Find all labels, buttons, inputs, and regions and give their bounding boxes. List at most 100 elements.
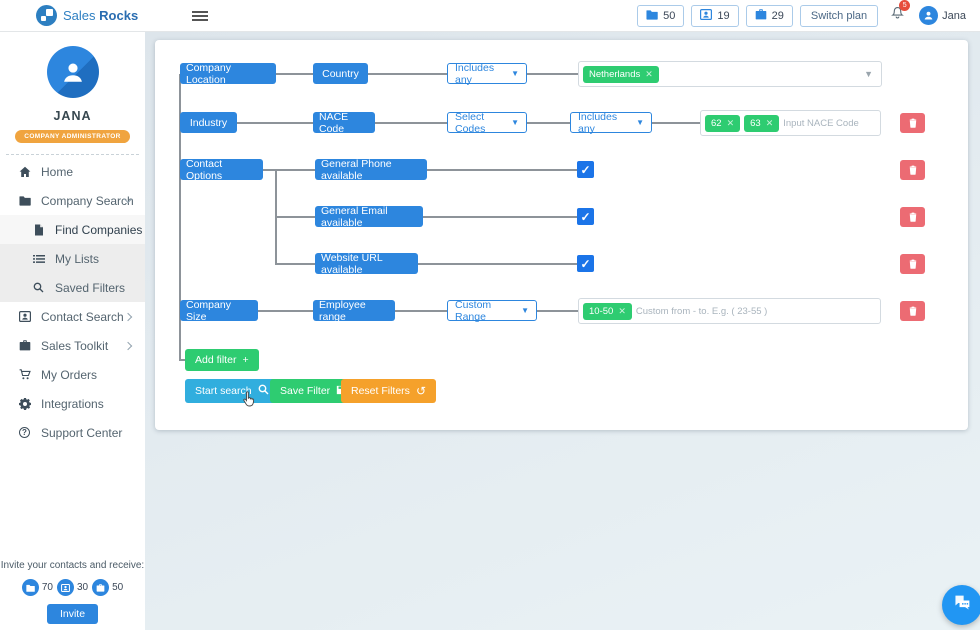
- sidebar-menu: Home Company Search Find Companies My Li…: [0, 157, 145, 447]
- credits-contacts-value: 19: [717, 9, 730, 22]
- cart-icon: [17, 369, 32, 380]
- notifications-button[interactable]: 5: [891, 0, 911, 25]
- contact-card-icon: [700, 8, 713, 23]
- topbar-right: 50 19 29 Switch plan 5 Jana: [637, 0, 980, 27]
- contact-card-icon: [56, 579, 74, 596]
- option-node-general-email[interactable]: General Email available: [315, 205, 423, 229]
- caret-down-icon: ▼: [511, 69, 519, 78]
- credits-folder-button[interactable]: 50: [637, 4, 685, 27]
- input-placeholder: Input NACE Code: [783, 117, 859, 129]
- divider: [6, 154, 139, 155]
- remove-tag-icon[interactable]: ✕: [765, 117, 774, 128]
- sidebar-item-my-orders[interactable]: My Orders: [0, 360, 145, 389]
- connector-line: [263, 169, 275, 171]
- company-search-submenu: Find Companies My Lists Saved Filters: [0, 215, 145, 302]
- delete-filter-button[interactable]: [900, 301, 925, 321]
- delete-filter-button[interactable]: [900, 160, 925, 180]
- filter-node-contact-options[interactable]: Contact Options: [180, 158, 263, 182]
- hamburger-menu-icon[interactable]: [192, 9, 209, 23]
- connector-line: [395, 310, 447, 312]
- invite-button[interactable]: Invite: [46, 604, 99, 624]
- check-icon: ✓: [580, 256, 591, 271]
- briefcase-icon: [92, 579, 110, 596]
- delete-filter-button[interactable]: [900, 207, 925, 227]
- filter-node-company-size[interactable]: Company Size: [180, 299, 258, 323]
- reward-item: 30: [56, 579, 88, 596]
- remove-tag-icon[interactable]: ✕: [645, 68, 653, 79]
- sidebar-item-contact-search[interactable]: Contact Search: [0, 302, 145, 331]
- topbar: Sales Rocks 50 19 29 Switch plan 5: [0, 0, 980, 32]
- add-filter-button[interactable]: Add filter +: [185, 349, 259, 371]
- reset-icon: ↺: [415, 384, 426, 398]
- sidebar-item-company-search[interactable]: Company Search: [0, 186, 145, 215]
- nace-code-tag-input[interactable]: 62 ✕ 63 ✕ Input NACE Code: [700, 110, 881, 136]
- remove-tag-icon[interactable]: ✕: [726, 117, 735, 128]
- country-tag: Netherlands ✕: [583, 65, 659, 83]
- connector-line: [275, 263, 315, 265]
- user-menu[interactable]: Jana: [919, 6, 966, 25]
- operator-dropdown-row1[interactable]: Includes any ▼: [447, 62, 527, 86]
- chat-widget-button[interactable]: [942, 585, 980, 625]
- remove-tag-icon[interactable]: ✕: [618, 305, 626, 316]
- connector-line: [237, 122, 313, 124]
- connector-line: [527, 122, 570, 124]
- credits-toolkit-button[interactable]: 29: [745, 4, 793, 27]
- sidebar-item-my-lists[interactable]: My Lists: [0, 244, 145, 273]
- search-icon: [31, 282, 46, 293]
- file-icon: [31, 224, 46, 236]
- user-avatar: [919, 6, 939, 25]
- folder-icon: [646, 8, 658, 23]
- operator-dropdown-row2[interactable]: Includes any ▼: [570, 111, 652, 135]
- trash-icon: [909, 304, 917, 319]
- reward-item: 50: [92, 579, 123, 596]
- checkbox-website-url[interactable]: ✓: [577, 255, 594, 272]
- option-node-general-phone[interactable]: General Phone available: [315, 158, 427, 182]
- brand-logo[interactable]: Sales Rocks: [36, 5, 138, 26]
- connector-trunk: [179, 74, 181, 360]
- sidebar-item-support-center[interactable]: ? Support Center: [0, 418, 145, 447]
- switch-plan-button[interactable]: Switch plan: [799, 4, 879, 27]
- check-icon: ✓: [580, 162, 591, 177]
- sidebar-item-sales-toolkit[interactable]: Sales Toolkit: [0, 331, 145, 360]
- contact-card-icon: [17, 311, 32, 322]
- reset-filters-button[interactable]: Reset Filters ↺: [341, 379, 436, 403]
- invite-section: Invite your contacts and receive: 70 30 …: [0, 560, 145, 624]
- check-icon: ✓: [580, 209, 591, 224]
- checkbox-general-phone[interactable]: ✓: [577, 161, 594, 178]
- sidebar: JANA Company Administrator Home Company …: [0, 32, 145, 630]
- connector-line: [418, 263, 577, 265]
- employee-range-tag-input[interactable]: 10-50 ✕ Custom from - to. E.g. ( 23-55 ): [578, 298, 881, 324]
- brand-text: Sales Rocks: [63, 8, 139, 23]
- delete-filter-button[interactable]: [900, 113, 925, 133]
- sidebar-item-saved-filters[interactable]: Saved Filters: [0, 273, 145, 302]
- sidebar-item-home[interactable]: Home: [0, 157, 145, 186]
- filter-node-company-location[interactable]: Company Location: [180, 62, 276, 86]
- trash-icon: [909, 257, 917, 272]
- credits-contacts-button[interactable]: 19: [691, 4, 739, 27]
- country-tag-input[interactable]: Netherlands ✕ ▼: [578, 61, 882, 87]
- filter-node-industry[interactable]: Industry: [180, 112, 237, 133]
- range-tag: 10-50 ✕: [583, 302, 632, 320]
- connector-line: [375, 122, 447, 124]
- folder-icon: [17, 195, 32, 206]
- filter-node-employee-range[interactable]: Employee range: [313, 299, 395, 323]
- start-search-button[interactable]: Start search: [185, 379, 279, 403]
- connector-line: [423, 216, 577, 218]
- role-badge: Company Administrator: [15, 130, 130, 143]
- checkbox-general-email[interactable]: ✓: [577, 208, 594, 225]
- delete-filter-button[interactable]: [900, 254, 925, 274]
- nace-tag: 63 ✕: [744, 114, 780, 132]
- option-node-website-url[interactable]: Website URL available: [315, 252, 418, 276]
- gear-icon: [17, 397, 32, 410]
- range-dropdown[interactable]: Custom Range ▼: [447, 299, 537, 323]
- filter-node-country[interactable]: Country: [313, 63, 368, 84]
- trash-icon: [909, 210, 917, 225]
- credits-toolkit-value: 29: [771, 9, 784, 22]
- connector-line: [652, 122, 700, 124]
- caret-down-icon: ▼: [636, 118, 644, 127]
- caret-down-icon: ▼: [511, 118, 519, 127]
- filter-node-nace-code[interactable]: NACE Code: [313, 111, 375, 135]
- select-codes-dropdown[interactable]: Select Codes ▼: [447, 111, 527, 135]
- sidebar-item-integrations[interactable]: Integrations: [0, 389, 145, 418]
- sidebar-item-find-companies[interactable]: Find Companies: [0, 215, 145, 244]
